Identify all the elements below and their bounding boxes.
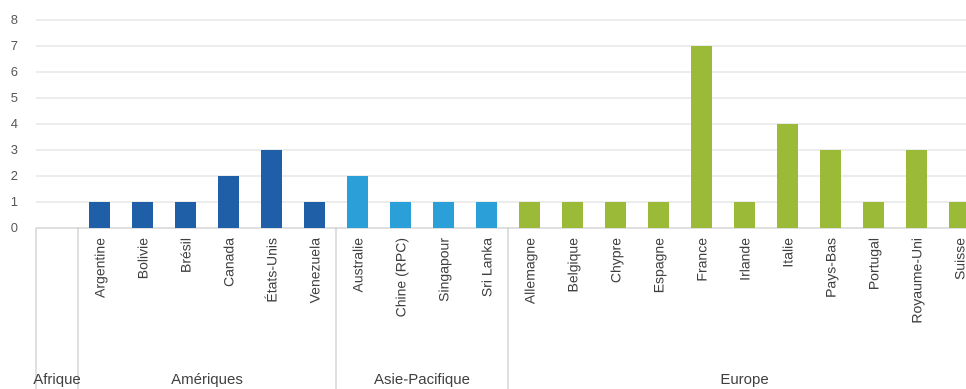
x-category-label: Bolivie <box>135 238 151 279</box>
x-category-label: Pays-Bas <box>823 238 839 298</box>
bar <box>218 176 239 228</box>
bars <box>89 46 966 228</box>
x-group-label: Europe <box>720 371 768 388</box>
bar <box>175 202 196 228</box>
bar <box>691 46 712 228</box>
x-group-label: Afrique <box>33 371 81 388</box>
y-tick-label: 2 <box>11 168 18 183</box>
bar <box>906 150 927 228</box>
x-category-label: Suisse <box>952 238 966 280</box>
bar <box>476 202 497 228</box>
x-category-label: Chypre <box>608 238 624 283</box>
bar <box>734 202 755 228</box>
x-group-label: Asie-Pacifique <box>374 371 470 388</box>
x-category-label: Venezuela <box>307 238 323 304</box>
bar <box>433 202 454 228</box>
bar <box>949 202 966 228</box>
x-category-label: France <box>694 238 710 282</box>
y-tick-label: 6 <box>11 64 18 79</box>
x-group-label: Amériques <box>171 371 243 388</box>
x-category-label: Argentine <box>92 238 108 298</box>
x-category-label: Portugal <box>866 238 882 290</box>
x-category-label: Chine (RPC) <box>393 238 409 317</box>
bar <box>519 202 540 228</box>
x-category-label: Allemagne <box>522 238 538 304</box>
x-category-label: Singapour <box>436 238 452 302</box>
x-category-label: Australie <box>350 238 366 293</box>
bar <box>863 202 884 228</box>
bar <box>390 202 411 228</box>
x-category-label: Irlande <box>737 238 753 281</box>
x-category-label: Sri Lanka <box>479 238 495 297</box>
bar <box>820 150 841 228</box>
bar <box>605 202 626 228</box>
x-category-label: Canada <box>221 238 237 287</box>
y-tick-label: 4 <box>11 116 18 131</box>
y-tick-label: 7 <box>11 38 18 53</box>
x-category-label: Royaume-Uni <box>909 238 925 324</box>
y-axis: 0 1 2 3 4 5 6 7 8 <box>11 12 18 235</box>
x-axis: Afrique Argentine Bolivie Brésil Canada États… <box>33 228 966 389</box>
y-tick-label: 5 <box>11 90 18 105</box>
x-category-label: Espagne <box>651 238 667 293</box>
x-category-label: Italie <box>780 238 796 268</box>
x-category-label: Belgique <box>565 238 581 293</box>
bar <box>648 202 669 228</box>
y-tick-label: 8 <box>11 12 18 27</box>
x-category-label: États-Unis <box>264 238 280 303</box>
bar <box>347 176 368 228</box>
bar <box>562 202 583 228</box>
bar <box>261 150 282 228</box>
bar <box>89 202 110 228</box>
x-category-label: Brésil <box>178 238 194 273</box>
bar <box>132 202 153 228</box>
y-tick-label: 0 <box>11 220 18 235</box>
bar <box>304 202 325 228</box>
y-tick-label: 3 <box>11 142 18 157</box>
bar <box>777 124 798 228</box>
y-tick-label: 1 <box>11 194 18 209</box>
